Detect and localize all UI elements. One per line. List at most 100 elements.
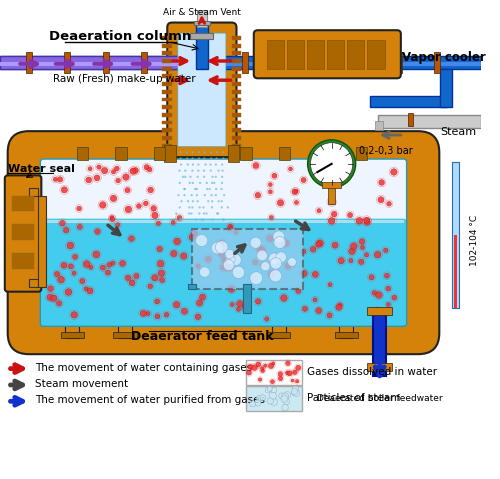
Circle shape — [183, 188, 186, 190]
Circle shape — [50, 295, 57, 301]
Circle shape — [190, 194, 193, 196]
Bar — [288, 40, 304, 68]
Bar — [232, 36, 241, 40]
Circle shape — [186, 151, 188, 153]
Bar — [334, 332, 357, 338]
Circle shape — [273, 231, 284, 242]
Bar — [232, 90, 241, 94]
Circle shape — [236, 300, 243, 307]
Circle shape — [65, 289, 72, 296]
Circle shape — [195, 218, 197, 221]
Circle shape — [93, 251, 100, 258]
Circle shape — [302, 306, 308, 311]
Bar — [375, 121, 382, 130]
Circle shape — [252, 365, 258, 370]
Circle shape — [178, 182, 181, 184]
Circle shape — [152, 212, 158, 218]
Circle shape — [272, 173, 277, 178]
Bar — [162, 59, 172, 63]
Circle shape — [292, 388, 298, 395]
Circle shape — [123, 174, 129, 180]
Circle shape — [84, 287, 88, 291]
Circle shape — [270, 270, 281, 282]
FancyBboxPatch shape — [5, 175, 42, 292]
Circle shape — [184, 194, 186, 196]
Circle shape — [372, 291, 376, 295]
Circle shape — [89, 265, 93, 269]
Circle shape — [294, 390, 300, 397]
Circle shape — [292, 370, 297, 375]
Circle shape — [265, 387, 271, 393]
Circle shape — [196, 176, 199, 178]
Bar — [114, 332, 136, 338]
Bar — [317, 147, 329, 160]
Circle shape — [264, 364, 267, 367]
Bar — [232, 82, 241, 86]
Bar — [118, 309, 132, 338]
Circle shape — [288, 258, 296, 266]
Bar — [0, 62, 480, 66]
Circle shape — [230, 254, 241, 266]
Circle shape — [206, 212, 208, 215]
Circle shape — [210, 170, 212, 172]
Circle shape — [180, 218, 182, 221]
Circle shape — [197, 170, 200, 172]
Circle shape — [148, 187, 154, 193]
Bar — [232, 59, 241, 63]
Circle shape — [221, 182, 223, 184]
Circle shape — [225, 250, 234, 259]
Circle shape — [198, 206, 201, 208]
Circle shape — [114, 166, 119, 171]
Circle shape — [220, 188, 222, 190]
Circle shape — [199, 182, 201, 184]
Circle shape — [312, 272, 318, 277]
Circle shape — [180, 151, 182, 153]
Circle shape — [320, 163, 326, 169]
Circle shape — [220, 206, 223, 208]
Circle shape — [328, 170, 334, 176]
Bar — [116, 147, 127, 160]
Bar — [162, 113, 172, 117]
Circle shape — [270, 380, 274, 384]
Bar — [340, 309, 353, 338]
Circle shape — [270, 258, 281, 269]
Circle shape — [261, 369, 264, 373]
Bar — [228, 145, 239, 162]
FancyBboxPatch shape — [8, 131, 440, 354]
Circle shape — [267, 398, 274, 404]
Circle shape — [248, 365, 252, 369]
Circle shape — [222, 157, 224, 160]
Circle shape — [258, 378, 262, 381]
Circle shape — [221, 163, 224, 166]
Circle shape — [226, 255, 235, 264]
Circle shape — [222, 257, 228, 263]
Circle shape — [384, 274, 390, 278]
Circle shape — [220, 265, 225, 270]
Circle shape — [87, 288, 93, 294]
Circle shape — [140, 310, 146, 317]
Circle shape — [278, 200, 283, 206]
Circle shape — [200, 294, 205, 300]
Circle shape — [272, 362, 275, 365]
Bar — [272, 309, 285, 338]
Circle shape — [278, 372, 282, 376]
Bar — [38, 195, 46, 287]
Bar — [103, 52, 108, 72]
Circle shape — [364, 253, 368, 257]
Bar — [162, 90, 172, 94]
Circle shape — [144, 165, 150, 170]
Circle shape — [206, 182, 208, 184]
Circle shape — [216, 241, 228, 253]
Circle shape — [350, 243, 357, 250]
Circle shape — [348, 213, 352, 217]
Circle shape — [196, 264, 200, 268]
Circle shape — [67, 242, 73, 249]
Circle shape — [155, 314, 160, 319]
Circle shape — [279, 393, 285, 399]
Bar — [232, 105, 241, 109]
Circle shape — [215, 188, 218, 190]
Circle shape — [376, 292, 382, 298]
Bar — [267, 40, 284, 68]
Circle shape — [178, 194, 180, 196]
Circle shape — [158, 270, 164, 276]
